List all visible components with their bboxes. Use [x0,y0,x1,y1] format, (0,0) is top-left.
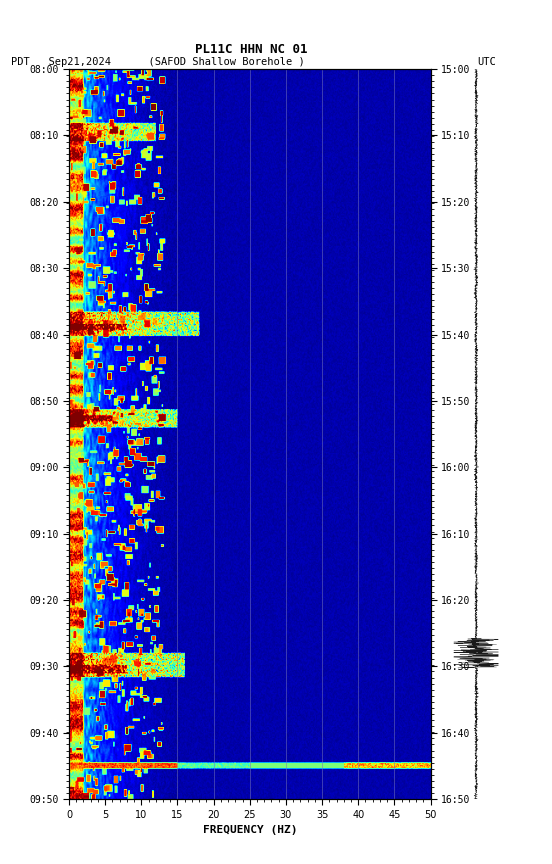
Text: PL11C HHN NC 01: PL11C HHN NC 01 [195,43,307,56]
X-axis label: FREQUENCY (HZ): FREQUENCY (HZ) [203,825,297,835]
Text: UTC: UTC [477,56,496,67]
Text: PDT   Sep21,2024      (SAFOD Shallow Borehole ): PDT Sep21,2024 (SAFOD Shallow Borehole ) [11,56,305,67]
